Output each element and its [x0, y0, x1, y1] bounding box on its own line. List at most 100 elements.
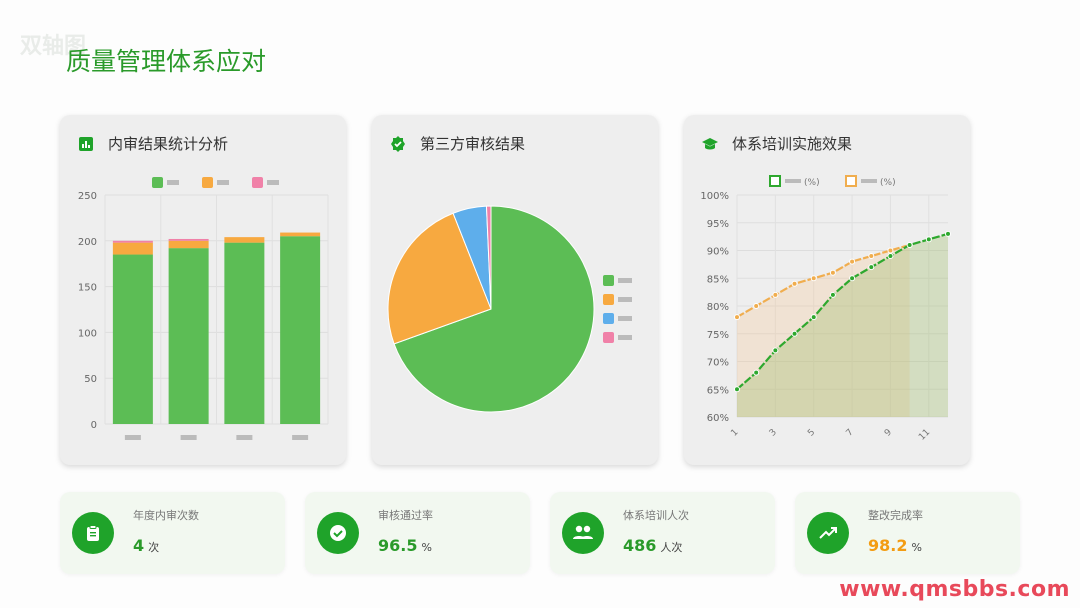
y-tick-label: 95% — [707, 219, 729, 230]
legend-swatch — [202, 177, 213, 188]
series-area — [737, 244, 910, 417]
x-tick-label — [292, 435, 309, 440]
stat-label: 体系培训人次 — [623, 509, 689, 522]
series-area — [737, 233, 948, 417]
y-tick-label: 100% — [700, 191, 729, 202]
y-tick-label: 100 — [78, 328, 97, 339]
legend-label — [217, 180, 229, 185]
legend-swatch — [252, 177, 263, 188]
pie-slice — [387, 212, 492, 345]
page-title: 质量管理体系应对 — [66, 47, 267, 76]
pie-chart — [387, 205, 632, 413]
line-chart: 60% 65% 70% 75% 80% 85% 90% 95% 100% 1 3 5 7 9 11 (%) (%… — [700, 175, 951, 443]
legend-swatch — [603, 294, 614, 305]
audit-results-card: 0 50 100 150 200 250 内审结果统计分析 — [60, 115, 346, 465]
legend-label — [618, 297, 632, 302]
data-point — [772, 291, 779, 298]
card-title: 内审结果统计分析 — [108, 135, 229, 153]
y-tick-label: 250 — [78, 191, 97, 202]
y-tick-label: 90% — [707, 247, 729, 258]
data-point — [868, 264, 875, 271]
pie-slice — [485, 205, 492, 310]
x-tick-label — [236, 435, 253, 440]
stat-label: 整改完成率 — [868, 509, 923, 522]
bar-chart-icon — [79, 136, 93, 151]
bar-segment — [280, 232, 321, 237]
y-tick-label: 50 — [84, 374, 97, 385]
card-title: 第三方审核结果 — [420, 135, 526, 153]
legend-swatch — [603, 275, 614, 286]
bar-chart: 0 50 100 150 200 250 — [78, 177, 329, 440]
x-tick-label: 11 — [917, 427, 932, 442]
y-tick-label: 150 — [78, 283, 97, 294]
data-point — [868, 253, 875, 260]
bar-segment — [280, 236, 321, 424]
legend-swatch — [769, 175, 781, 187]
x-tick-label: 1 — [729, 427, 740, 438]
data-point — [829, 269, 836, 276]
y-tick-label: 75% — [707, 330, 729, 341]
y-tick-label: 70% — [707, 358, 729, 369]
y-tick-label: 200 — [78, 237, 97, 248]
legend-swatch — [152, 177, 163, 188]
legend-suffix: (%) — [804, 178, 820, 188]
bar-segment — [112, 242, 153, 255]
graduation-cap-icon — [702, 137, 718, 149]
x-tick-label — [124, 435, 141, 440]
x-tick-label — [180, 435, 197, 440]
bar-segment — [112, 254, 153, 424]
data-point — [791, 280, 798, 287]
x-tick-label: 7 — [845, 427, 856, 438]
card-title: 体系培训实施效果 — [732, 135, 853, 153]
legend-swatch — [603, 313, 614, 324]
legend-label — [267, 180, 279, 185]
data-point — [791, 330, 798, 337]
verified-badge-icon — [391, 135, 405, 152]
legend-label — [618, 316, 632, 321]
stat-label: 年度内审次数 — [133, 509, 199, 522]
y-tick-label: 0 — [91, 420, 97, 431]
y-tick-label: 85% — [707, 274, 729, 285]
y-tick-label: 80% — [707, 302, 729, 313]
data-point — [810, 275, 817, 282]
data-point — [734, 314, 740, 321]
data-point — [887, 247, 894, 254]
data-point — [849, 275, 856, 282]
check-circle-icon — [317, 512, 359, 554]
x-tick-label: 3 — [768, 427, 779, 438]
legend-swatch — [845, 175, 857, 187]
y-tick-label: 65% — [707, 385, 729, 396]
legend-label — [861, 179, 877, 183]
data-point — [753, 369, 760, 376]
data-point — [906, 241, 913, 248]
series-line — [736, 243, 910, 319]
legend-label — [785, 179, 801, 183]
stat-label: 审核通过率 — [378, 509, 433, 522]
pie-slice — [393, 205, 595, 413]
third-party-audit-card: 第三方审核结果 — [372, 115, 658, 465]
legend-label — [618, 278, 632, 283]
stat-card-rectification: 整改完成率 98.2% — [795, 492, 1020, 574]
training-effect-card: 60% 65% 70% 75% 80% 85% 90% 95% 100% 1 3 5 7 9 11 (%) (%… — [684, 115, 970, 465]
stat-card-training: 体系培训人次 486 人次 — [550, 492, 775, 574]
watermark: www.qmsbbs.com — [839, 577, 1070, 602]
stat-value: 486 人次 — [623, 536, 683, 555]
series-line — [736, 232, 949, 391]
legend-label — [618, 335, 632, 340]
data-point — [887, 253, 894, 260]
data-point — [810, 314, 817, 321]
bar-segment — [168, 240, 209, 249]
y-tick-label: 60% — [707, 413, 729, 424]
bar-segment — [168, 238, 209, 241]
background-ghost-title: 双轴图 — [20, 34, 87, 59]
legend-swatch — [603, 332, 614, 343]
legend-label — [167, 180, 179, 185]
bar-segment — [168, 248, 209, 424]
data-point — [849, 258, 856, 265]
data-point — [925, 236, 932, 243]
trending-up-icon — [807, 512, 849, 554]
people-icon — [562, 512, 604, 554]
data-point — [945, 230, 951, 237]
